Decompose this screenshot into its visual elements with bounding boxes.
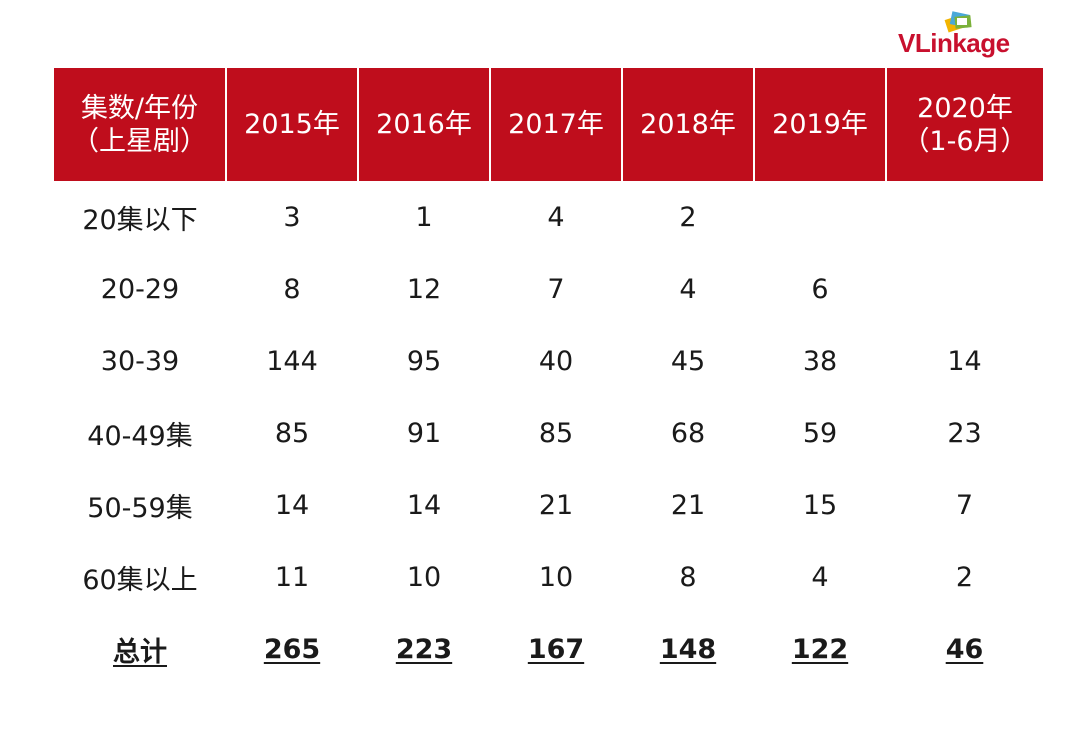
table-row: 50-59集 14 14 21 21 15 7 [54,469,1043,541]
table-cell: 85 [274,417,310,449]
table-cell: 10 [406,561,442,593]
table-cell: 40 [538,345,574,377]
header-row-label-line2: （上星剧） [72,125,207,157]
table-cell: 15 [802,489,838,521]
table-cell: 14 [274,489,310,521]
table-cell: 10 [538,561,574,593]
logo-emblem-icon [944,11,972,33]
vlinkage-logo: VLinkage [898,8,1038,60]
header-year-2020: 2020年 （1-6月） [886,68,1043,181]
table-cell: 38 [802,345,838,377]
row-label: 60集以上 [82,564,198,596]
table-cell: 68 [670,417,706,449]
table-row: 20集以下 3 1 4 2 [54,181,1043,253]
table-cell: 8 [679,561,697,593]
table-row: 60集以上 11 10 10 8 4 2 [54,541,1043,613]
header-year-2018: 2018年 [622,68,755,181]
table-cell: 59 [802,417,838,449]
table-cell: 21 [538,489,574,521]
table-cell: 8 [283,273,301,305]
table-cell: 85 [538,417,574,449]
total-cell: 223 [395,633,453,665]
table-cell: 4 [547,201,565,233]
table-cell: 7 [547,273,565,305]
table-cell [886,181,1043,253]
header-year-2019: 2019年 [754,68,887,181]
row-label: 20集以下 [82,204,198,236]
header-year-2015: 2015年 [226,68,359,181]
table-cell: 14 [947,345,982,377]
header-year-2016: 2016年 [358,68,491,181]
table-cell: 6 [811,273,829,305]
table-cell: 45 [670,345,706,377]
table-cell: 7 [955,489,974,521]
table-cell [886,253,1043,325]
table-cell: 2 [955,561,974,593]
table-cell: 1 [415,201,433,233]
table-cell: 3 [283,201,301,233]
table-cell: 23 [947,417,982,449]
row-label: 50-59集 [87,492,193,524]
table-row: 20-29 8 12 7 4 6 [54,253,1043,325]
table-cell: 11 [274,561,310,593]
total-cell: 148 [659,633,717,665]
table-cell: 14 [406,489,442,521]
total-cell: 46 [945,633,984,665]
row-label: 20-29 [100,273,180,305]
table-cell: 95 [406,345,442,377]
episode-count-table: 集数/年份 （上星剧） 2015年 2016年 2017年 2018年 2019… [54,68,1043,685]
table-cell: 91 [406,417,442,449]
header-row-label: 集数/年份 （上星剧） [54,68,227,181]
table-cell: 4 [679,273,697,305]
table-row: 30-39 144 95 40 45 38 14 [54,325,1043,397]
table-cell: 144 [266,345,318,377]
total-cell: 167 [527,633,585,665]
table-cell: 2 [679,201,697,233]
table-row: 40-49集 85 91 85 68 59 23 [54,397,1043,469]
total-label: 总计 [113,636,167,668]
table-cell: 12 [406,273,442,305]
total-row: 总计 265 223 167 148 122 46 [54,613,1043,685]
table-cell [754,181,886,253]
table-cell: 4 [811,561,829,593]
total-cell: 265 [263,633,321,665]
table-cell: 21 [670,489,706,521]
logo-wordmark: VLinkage [898,28,1010,58]
row-label: 30-39 [100,345,180,377]
header-row-label-line1: 集数/年份 [80,92,199,124]
total-cell: 122 [791,633,849,665]
row-label: 40-49集 [87,420,193,452]
header-row: 集数/年份 （上星剧） 2015年 2016年 2017年 2018年 2019… [54,68,1043,181]
header-year-2017: 2017年 [490,68,623,181]
